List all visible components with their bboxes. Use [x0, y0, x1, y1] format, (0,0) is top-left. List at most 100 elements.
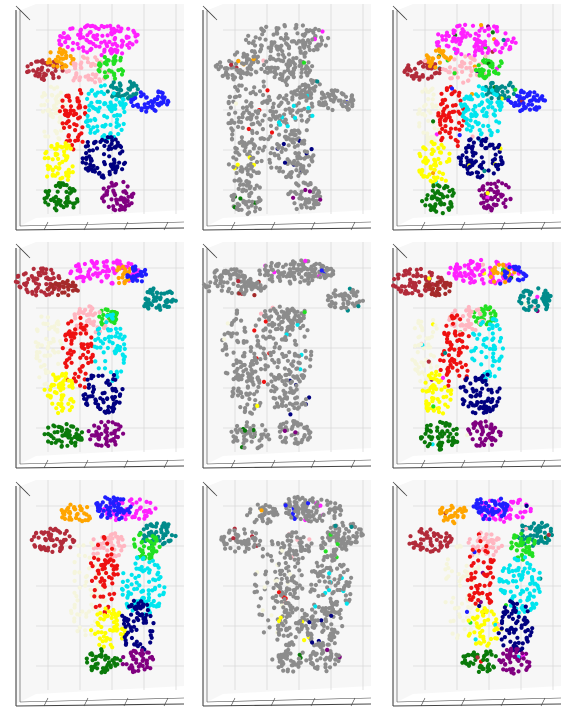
x-axis [392, 465, 562, 469]
point-cloud [407, 496, 554, 676]
scatter-3d-plot [201, 242, 372, 469]
part-left-forearm [237, 278, 268, 298]
axis-pane [16, 4, 184, 228]
part-left-lower-leg [420, 183, 456, 216]
part-right-lower-leg [497, 646, 532, 676]
part-left-lower-leg [229, 181, 263, 217]
x-axis [202, 703, 372, 707]
part-left-forearm [423, 279, 453, 298]
ground-truth-panel-pose-2 [8, 238, 193, 473]
part-left-thigh [42, 371, 76, 416]
part-right-lower-leg [465, 419, 503, 448]
part-right-thigh [80, 135, 128, 180]
part-left-shoulder [219, 526, 263, 554]
part-right-forearm [325, 286, 365, 313]
scatter-3d-plot [202, 480, 372, 707]
ground-truth-panel-pose-1 [8, 0, 193, 235]
part-torso-center [276, 538, 305, 618]
part-left-shoulder [407, 527, 454, 554]
part-left-thigh [226, 139, 264, 187]
part-right-upper-arm [284, 54, 315, 80]
part-upper-left-arm [59, 502, 92, 524]
part-torso-left-right [83, 83, 128, 142]
part-torso-right [91, 531, 127, 560]
part-left-lower-leg [418, 419, 460, 452]
ground-truth-panel-pose-3 [8, 476, 193, 711]
part-left-forearm [45, 278, 80, 298]
part-left-torso [443, 543, 484, 641]
point-cloud [29, 495, 178, 675]
part-head [57, 23, 140, 58]
point-cloud [201, 258, 365, 451]
x-axis [15, 465, 185, 469]
part-right-lower-leg [308, 647, 342, 674]
point-cloud [391, 257, 553, 452]
part-right-lower-leg [86, 419, 126, 448]
part-left-thigh [466, 606, 504, 648]
axis-pane [16, 242, 184, 466]
part-left-shoulder [25, 58, 66, 82]
point-cloud [13, 258, 178, 449]
part-torso-center [57, 88, 88, 152]
sparse-labels-panel-pose-1 [195, 0, 380, 235]
part-left-shoulder [29, 526, 77, 554]
point-cloud [219, 494, 365, 674]
prediction-panel-pose-3 [385, 476, 570, 711]
part-left-lower-leg [460, 649, 498, 674]
part-right-hand [125, 264, 149, 284]
part-right-upper-arm [509, 531, 537, 562]
sparse-labels-panel-pose-2 [195, 238, 380, 473]
part-torso-center [436, 84, 466, 149]
axis-ticks [392, 481, 546, 707]
scatter-3d-plot [392, 4, 562, 231]
part-right-hand [471, 496, 510, 522]
part-right-forearm [517, 286, 553, 314]
prediction-panel-pose-1 [385, 0, 570, 235]
part-right-lower-leg [100, 179, 136, 213]
scatter-3d-plot [15, 480, 185, 707]
part-head [434, 22, 518, 58]
part-right-lower-leg [277, 419, 313, 446]
part-right-upper-arm [319, 530, 349, 560]
part-right-forearm [142, 286, 178, 312]
point-cloud [402, 22, 548, 216]
point-cloud [213, 22, 356, 217]
scatter-3d-plot [13, 242, 185, 469]
prediction-panel-pose-2 [385, 238, 570, 473]
part-torso-center [88, 535, 120, 616]
part-right-hand [312, 264, 336, 281]
axis-pane [16, 480, 184, 704]
part-torso-left-right [458, 84, 504, 142]
x-axis [202, 227, 372, 231]
scatter-3d-plot [391, 242, 562, 469]
part-right-thigh [269, 369, 312, 417]
part-left-thigh [230, 371, 263, 416]
x-axis [392, 227, 562, 231]
part-left-torso [33, 314, 64, 387]
part-right-lower-leg [286, 180, 323, 212]
part-right-hand [283, 494, 316, 522]
part-right-hand [317, 88, 356, 113]
part-right-hand [94, 495, 133, 522]
x-axis [202, 465, 372, 469]
part-right-hand [506, 88, 548, 114]
part-left-shoulder [213, 58, 254, 82]
point-cloud [25, 23, 171, 213]
part-left-thigh [417, 139, 452, 185]
part-torso-left-right [92, 312, 127, 383]
part-left-lower-leg [42, 181, 80, 213]
part-torso-center [465, 539, 496, 614]
part-right-hand [502, 264, 529, 283]
part-right-lower-leg [120, 648, 156, 675]
part-torso-left-right [497, 555, 543, 615]
part-left-thigh [420, 369, 454, 416]
part-torso-left-right [279, 313, 314, 380]
part-upper-left-arm [45, 46, 76, 70]
part-right-thigh [81, 373, 125, 415]
scatter-3d-plot [392, 480, 562, 707]
scatter-3d-plot [202, 4, 372, 231]
part-upper-left-arm [299, 263, 322, 286]
part-left-lower-leg [229, 420, 272, 451]
part-right-lower-leg [477, 179, 513, 213]
part-left-torso [410, 317, 439, 388]
